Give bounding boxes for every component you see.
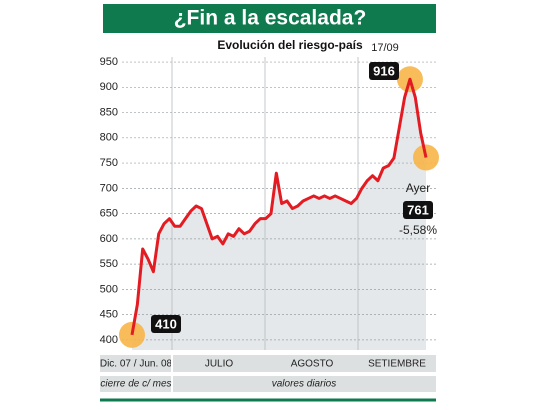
y-tick-label: 800 [100, 132, 118, 144]
plot: 400 450 500 550 600 650 700 750 800 850 900 950 410 9… [100, 42, 439, 392]
title-banner [103, 4, 436, 33]
value-label-box [369, 62, 399, 80]
period-label: JULIO [205, 359, 234, 370]
value-label-box [403, 201, 433, 219]
y-tick-label: 850 [100, 106, 118, 118]
period-label: Dic. 07 / Jun. 08 [100, 359, 173, 370]
y-tick-label: 450 [100, 309, 118, 321]
y-tick-label: 400 [100, 334, 118, 346]
period-label: SETIEMBRE [368, 359, 426, 370]
value-label: 916 [373, 63, 395, 78]
value-label: 761 [407, 202, 429, 217]
y-tick-label: 950 [100, 56, 118, 68]
value-label: 410 [155, 316, 177, 331]
area [132, 79, 426, 350]
y-tick-label: 700 [100, 182, 118, 194]
y-tick-label: 650 [100, 208, 118, 220]
y-tick-label: 600 [100, 233, 118, 245]
period-note: valores diarios [272, 379, 336, 390]
max-date: 17/09 [371, 42, 399, 54]
y-tick-label: 500 [100, 283, 118, 295]
y-tick-label: 550 [100, 258, 118, 270]
value-label-box [151, 315, 181, 333]
period-band [100, 355, 436, 372]
chart-title: ¿Fin a la escalada? [174, 7, 367, 30]
y-tick-label: 750 [100, 157, 118, 169]
last-change: -5,58% [399, 223, 437, 237]
period-label: AGOSTO [291, 359, 334, 370]
chart-subtitle: Evolución del riesgo-país [217, 38, 363, 52]
period-note: cierre de c/ mes [100, 379, 171, 390]
note-band [100, 376, 436, 392]
last-label: Ayer [406, 181, 430, 195]
y-tick-label: 900 [100, 81, 118, 93]
line [130, 77, 428, 336]
